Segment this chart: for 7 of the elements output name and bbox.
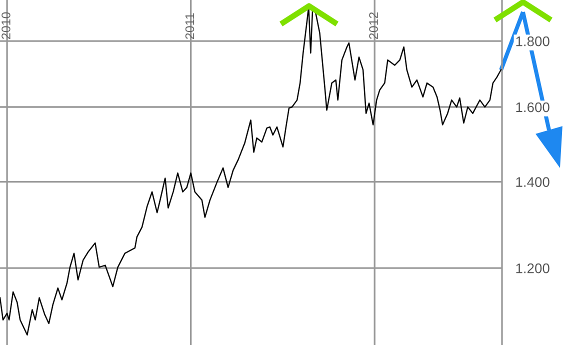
- y-tick-label: 1.800: [516, 36, 550, 46]
- y-tick-label: 1.600: [516, 102, 550, 112]
- x-tick-label: 2010: [2, 12, 10, 39]
- x-tick-label: 2012: [369, 12, 378, 39]
- x-tick-label: 2011: [185, 13, 194, 39]
- y-tick-label: 1.400: [516, 177, 550, 187]
- y-tick-label: 1.200: [516, 263, 550, 274]
